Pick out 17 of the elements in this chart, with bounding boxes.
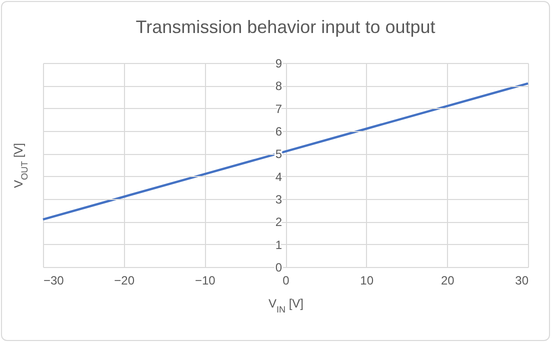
y-tick-label: 7 bbox=[275, 102, 282, 116]
y-tick-label: 1 bbox=[275, 238, 282, 252]
y-tick-label: 9 bbox=[275, 56, 282, 70]
y-tick-label: 8 bbox=[275, 79, 282, 94]
y-tick-label: 2 bbox=[275, 215, 282, 230]
x-tick-label: −10 bbox=[194, 274, 216, 288]
y-tick-label: 6 bbox=[275, 124, 282, 138]
chart-title: Transmission behavior input to output bbox=[136, 17, 436, 37]
x-axis-title: V$_{IN}$ [V] bbox=[268, 296, 304, 314]
x-tick-label: 20 bbox=[440, 274, 455, 288]
x-tick-label: 30 bbox=[515, 274, 529, 288]
y-tick-label: 4 bbox=[275, 170, 282, 184]
x-tick-label: −20 bbox=[114, 274, 135, 288]
y-tick-label: 0 bbox=[275, 260, 282, 274]
x-tick-label: −30 bbox=[44, 274, 64, 288]
y-tick-label: 3 bbox=[275, 192, 282, 206]
x-tick-label: 10 bbox=[360, 274, 374, 288]
